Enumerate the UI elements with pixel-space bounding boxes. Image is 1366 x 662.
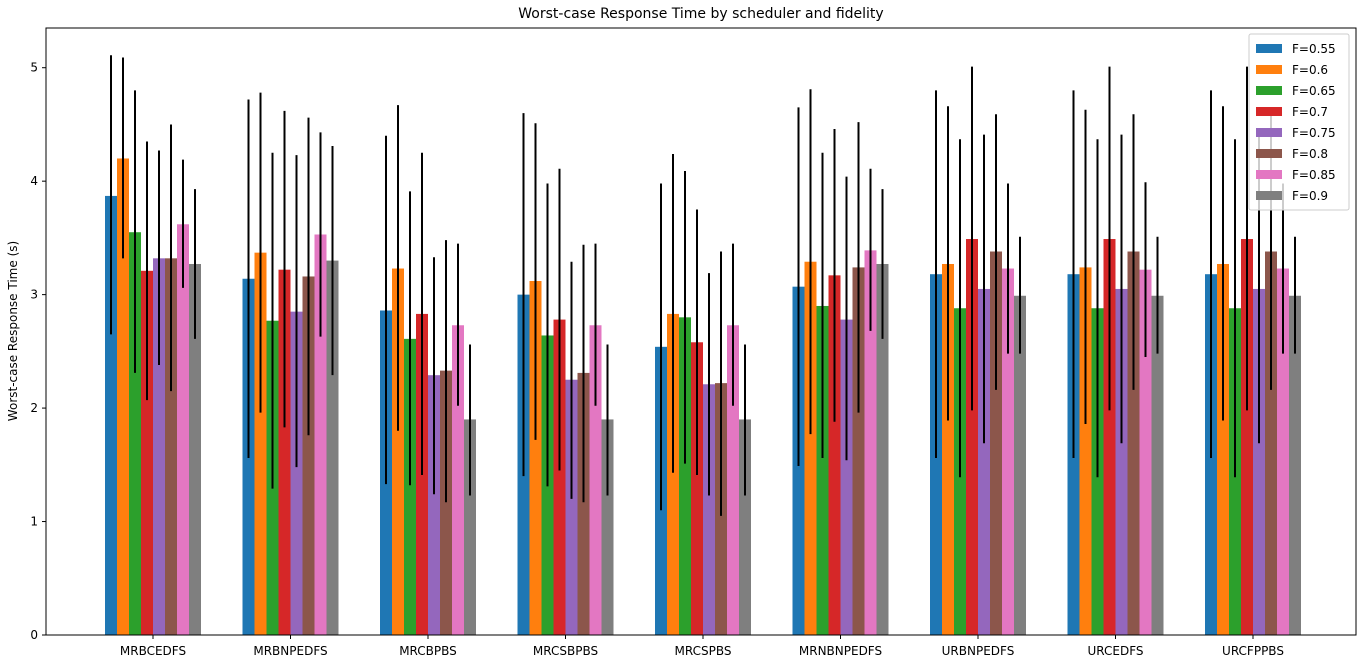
legend-label: F=0.85	[1292, 168, 1336, 182]
bar	[129, 232, 141, 635]
bar	[1277, 268, 1289, 635]
legend-swatch	[1256, 149, 1282, 158]
legend-label: F=0.65	[1292, 84, 1336, 98]
bar	[1103, 239, 1116, 635]
y-tick-label: 3	[30, 288, 38, 302]
y-tick-label: 1	[30, 515, 38, 529]
bar	[679, 317, 691, 635]
legend-swatch	[1256, 65, 1282, 74]
bar	[314, 234, 327, 636]
bar	[864, 250, 877, 635]
legend: F=0.55 F=0.6 F=0.65 F=0.7 F=0.75 F=0.8 F=0.85 F…	[1248, 33, 1350, 211]
bar	[189, 263, 201, 635]
y-tick-label: 2	[30, 401, 38, 415]
legend-swatch	[1256, 44, 1282, 53]
bar	[739, 419, 751, 635]
plot-frame	[45, 27, 1357, 636]
bar	[290, 311, 303, 635]
legend-label: F=0.9	[1292, 189, 1328, 203]
bar	[1289, 295, 1301, 635]
chart-title: Worst-case Response Time by scheduler an…	[518, 6, 883, 22]
bar	[691, 342, 703, 635]
bar	[464, 419, 476, 635]
bar	[1002, 268, 1014, 635]
bar	[966, 239, 978, 635]
x-tick-label: MRNBNPEDFS	[799, 644, 882, 658]
legend-label: F=0.75	[1292, 126, 1336, 140]
bar	[1139, 269, 1152, 635]
legend-swatch	[1256, 107, 1282, 116]
legend-label: F=0.6	[1292, 63, 1328, 77]
bar	[942, 263, 954, 635]
y-tick-label: 5	[30, 61, 38, 75]
x-tick-label: URBNPEDFS	[942, 644, 1015, 658]
bar	[1217, 263, 1229, 635]
bar	[553, 319, 566, 635]
x-tick-label: MRBCEDFS	[120, 644, 186, 658]
bar	[302, 276, 315, 635]
bar	[1127, 251, 1140, 635]
bar	[141, 270, 153, 635]
bar	[601, 419, 614, 635]
bars-group	[105, 158, 1301, 636]
bar	[978, 288, 990, 635]
bar	[852, 267, 865, 635]
legend-swatch	[1256, 86, 1282, 95]
x-axis: MRBCEDFS MRBNPEDFS MRCBPBS MRCSBPBS MRCSPBS M…	[120, 635, 1284, 658]
bar	[816, 305, 829, 635]
bar	[428, 375, 440, 635]
bar	[1241, 239, 1253, 635]
legend-label: F=0.8	[1292, 147, 1328, 161]
bar	[278, 269, 291, 635]
bar	[727, 325, 739, 635]
bar	[1151, 295, 1164, 635]
bar	[326, 260, 339, 635]
bar	[153, 258, 165, 635]
bar	[990, 251, 1002, 635]
y-axis-label: Worst-case Response Time (s)	[6, 241, 20, 421]
bar	[589, 325, 602, 635]
bar	[165, 258, 177, 635]
x-tick-label: MRBNPEDFS	[253, 644, 327, 658]
x-tick-label: MRCSBPBS	[533, 644, 598, 658]
legend-label: F=0.7	[1292, 105, 1328, 119]
legend-swatch	[1256, 170, 1282, 179]
bar	[876, 263, 889, 635]
x-tick-label: MRCBPBS	[399, 644, 457, 658]
x-tick-label: URCEDFS	[1087, 644, 1143, 658]
bar	[177, 224, 189, 635]
bar	[565, 379, 578, 635]
legend-box	[1248, 33, 1350, 211]
x-tick-label: URCFPPBS	[1222, 644, 1284, 658]
bar	[254, 252, 267, 635]
bar	[404, 338, 416, 635]
bar	[1265, 251, 1277, 635]
bar	[529, 281, 542, 635]
legend-swatch	[1256, 191, 1282, 200]
bar	[1115, 288, 1128, 635]
legend-label: F=0.55	[1292, 42, 1336, 56]
bar	[840, 319, 853, 635]
bar	[828, 275, 841, 635]
bar	[452, 325, 464, 635]
bar	[1079, 267, 1092, 635]
y-axis: 0 1 2 3 4 5	[30, 61, 46, 642]
bar	[117, 158, 129, 636]
bar	[392, 268, 404, 635]
bar	[703, 384, 715, 635]
y-tick-label: 4	[30, 174, 38, 188]
error-bars-group	[110, 55, 1296, 516]
bar	[667, 313, 679, 635]
bar	[804, 261, 817, 635]
x-tick-label: MRCSPBS	[675, 644, 732, 658]
y-tick-label: 0	[30, 628, 38, 642]
bar	[440, 370, 452, 635]
bar	[1253, 288, 1265, 635]
bar	[105, 195, 117, 636]
bar	[577, 372, 590, 635]
legend-swatch	[1256, 128, 1282, 137]
bar	[1014, 295, 1026, 635]
